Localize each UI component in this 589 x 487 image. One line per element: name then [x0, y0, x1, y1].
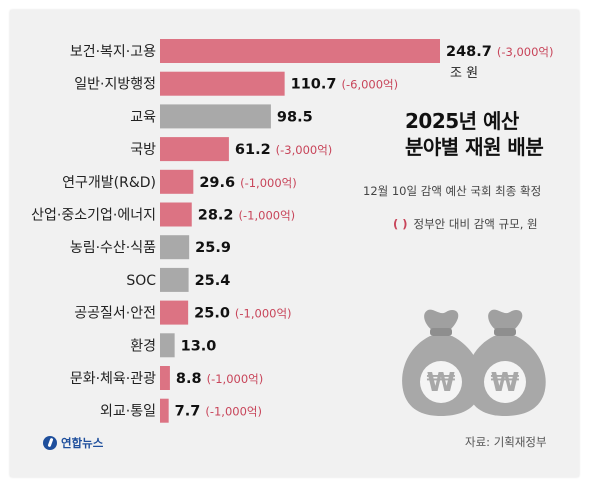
chart-subtitle: 12월 10일 감액 예산 국회 최종 확정 [363, 184, 542, 198]
title-line-2: 분야별 재원 배분 [405, 135, 544, 159]
category-label: 문화·체육·관광 [70, 371, 156, 387]
reduction-label: (-1,000억) [207, 372, 264, 386]
reduction-label: (-6,000억) [342, 78, 399, 92]
legend-text: 정부안 대비 감액 규모, 원 [413, 217, 538, 231]
bar [160, 235, 190, 260]
money-bag-icon: ₩ [466, 309, 546, 416]
reduction-label: (-1,000억) [240, 176, 297, 190]
category-label: SOC [126, 273, 156, 289]
svg-text:₩: ₩ [491, 368, 520, 398]
value-label: 248.7 [446, 44, 492, 60]
category-label: 교육 [130, 109, 156, 125]
publisher-logo: 연합뉴스 [43, 435, 103, 451]
bar [160, 104, 271, 129]
value-label: 25.4 [195, 273, 231, 289]
title-line-1: 2025년 예산 [405, 109, 519, 133]
yonhap-logo-icon [43, 436, 57, 450]
category-label: 외교·통일 [100, 404, 156, 420]
bar [160, 71, 285, 96]
category-label: 공공질서·안전 [74, 306, 156, 322]
bar [160, 137, 229, 162]
value-label: 25.0 [194, 306, 230, 322]
category-label: 일반·지방행정 [74, 77, 156, 93]
bar [160, 333, 175, 358]
bar [160, 202, 192, 227]
legend-paren: ( ) [393, 217, 408, 231]
bar [160, 169, 194, 194]
value-label: 29.6 [199, 175, 235, 191]
value-label: 13.0 [181, 338, 217, 354]
value-label: 98.5 [277, 109, 313, 125]
logo-text: 연합뉴스 [61, 436, 104, 450]
bar-chart: 보건·복지·고용 248.7 (-3,000억) 조 원일반·지방행정 110.7 (-6… [31, 39, 554, 423]
reduction-label: (-1,000억) [205, 405, 262, 419]
source-note: 자료: 기획재정부 [465, 435, 547, 449]
reduction-label: (-3,000억) [276, 143, 333, 157]
value-label: 7.7 [175, 404, 201, 420]
value-label: 61.2 [235, 142, 271, 158]
legend-note: ( ) 정부안 대비 감액 규모, 원 [393, 216, 538, 232]
svg-text:₩: ₩ [427, 368, 456, 398]
money-bag-icon: ₩ [402, 309, 482, 416]
reduction-label: (-1,000억) [239, 209, 296, 223]
bar [160, 398, 169, 423]
unit-label: 조 원 [450, 66, 478, 81]
reduction-label: (-3,000억) [497, 45, 554, 59]
bar [160, 366, 170, 390]
category-label: 환경 [130, 338, 156, 354]
bar [160, 39, 440, 63]
chart-title: 2025년 예산 분야별 재원 배분 [405, 108, 544, 160]
category-label: 국방 [130, 142, 156, 158]
category-label: 농림·수산·식품 [70, 240, 156, 256]
value-label: 25.9 [195, 240, 231, 256]
category-label: 산업·중소기업·에너지 [31, 208, 156, 224]
bar [160, 267, 189, 292]
value-label: 110.7 [291, 77, 337, 93]
bar [160, 300, 189, 325]
category-label: 연구개발(R&D) [62, 175, 156, 191]
value-label: 8.8 [176, 371, 202, 387]
category-label: 보건·복지·고용 [70, 44, 156, 60]
value-label: 28.2 [198, 208, 234, 224]
reduction-label: (-1,000억) [235, 307, 292, 321]
money-bags-illustration: ₩ ₩ [402, 309, 546, 416]
